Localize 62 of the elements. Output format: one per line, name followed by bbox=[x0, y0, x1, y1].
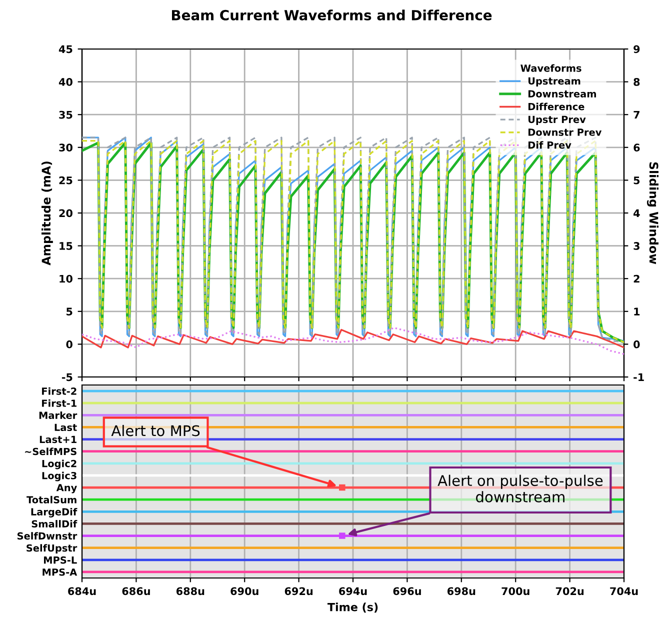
x-tick-label: 690u bbox=[230, 587, 258, 596]
y-tick-label: MPS-A bbox=[42, 568, 78, 576]
y2-tick-label: 2 bbox=[634, 274, 640, 283]
y-tick-label: Logic3 bbox=[42, 472, 76, 482]
y-tick-label: First-1 bbox=[42, 399, 76, 407]
y-tick-label: Marker bbox=[39, 411, 78, 419]
legend-label: Dif Prev bbox=[528, 141, 572, 149]
y2-axis-title: Sliding Window bbox=[646, 162, 658, 264]
x-axis-title: Time (s) bbox=[327, 602, 378, 613]
y-tick-label: First-2 bbox=[42, 387, 76, 395]
y2-tick-label: 5 bbox=[634, 176, 640, 184]
x-tick-label: 692u bbox=[284, 587, 313, 596]
y-tick-label: -5 bbox=[62, 373, 72, 382]
y-tick-label: 5 bbox=[66, 308, 72, 316]
x-tick-label: 684u bbox=[68, 587, 96, 596]
y-tick-label: 20 bbox=[59, 209, 72, 218]
y-tick-label: 40 bbox=[58, 78, 72, 86]
y2-tick-label: 6 bbox=[634, 144, 640, 152]
y2-tick-label: -1 bbox=[634, 373, 644, 381]
x-tick-label: 702u bbox=[556, 587, 584, 596]
y-tick-label: TotalSum bbox=[26, 496, 76, 504]
y-tick-label: 15 bbox=[60, 242, 72, 250]
y2-tick-label: 9 bbox=[634, 45, 640, 54]
y2-tick-label: 7 bbox=[634, 110, 640, 119]
y-tick-label: 35 bbox=[59, 110, 72, 119]
y-tick-label: 25 bbox=[59, 176, 72, 184]
y-tick-label: 45 bbox=[58, 45, 72, 54]
y-tick-label: Last+1 bbox=[40, 436, 76, 444]
y-tick-label: Last bbox=[54, 424, 77, 432]
x-tick-label: 700u bbox=[502, 587, 530, 596]
x-tick-label: 696u bbox=[393, 587, 421, 596]
legend-label: Downstr Prev bbox=[528, 128, 602, 136]
x-tick-label: 688u bbox=[176, 587, 204, 596]
x-tick-label: 698u bbox=[447, 587, 476, 596]
y2-tick-label: 4 bbox=[633, 209, 640, 217]
x-tick-label: 686u bbox=[122, 587, 150, 596]
legend-label: Upstr Prev bbox=[528, 116, 586, 125]
chart-title: Beam Current Waveforms and Difference bbox=[172, 10, 492, 20]
legend-label: Downstream bbox=[528, 90, 596, 98]
legend-label: Difference bbox=[528, 102, 584, 110]
y-tick-label: SelfDwnstr bbox=[17, 532, 78, 540]
y-tick-label: Any bbox=[56, 484, 77, 494]
x-tick-label: 694u bbox=[339, 587, 367, 596]
y-tick-label: SelfUpstr bbox=[26, 544, 78, 554]
y-axis-title: Amplitude (mA) bbox=[41, 162, 53, 266]
y2-tick-label: 1 bbox=[634, 308, 640, 316]
x-tick-label: 704u bbox=[610, 587, 638, 596]
annotation: Alert to MPS bbox=[111, 424, 200, 436]
y2-tick-label: 8 bbox=[634, 78, 640, 86]
annotation: Alert on pulse-to-pulse downstream bbox=[438, 474, 603, 502]
y-tick-label: SmallDif bbox=[32, 520, 78, 528]
y-tick-label: 0 bbox=[66, 340, 72, 348]
y-tick-label: 10 bbox=[60, 274, 72, 283]
y-tick-label: 30 bbox=[59, 144, 72, 152]
y-tick-label: ~SelfMPS bbox=[25, 448, 76, 456]
y2-tick-label: 3 bbox=[634, 242, 640, 250]
y-tick-label: Logic2 bbox=[42, 460, 76, 470]
legend-label: Upstream bbox=[528, 77, 580, 87]
y2-tick-label: 0 bbox=[634, 340, 640, 348]
y-tick-label: MPS-L bbox=[44, 556, 77, 564]
legend-title: Waveforms bbox=[520, 64, 582, 72]
y-tick-label: LargeDif bbox=[31, 508, 78, 518]
